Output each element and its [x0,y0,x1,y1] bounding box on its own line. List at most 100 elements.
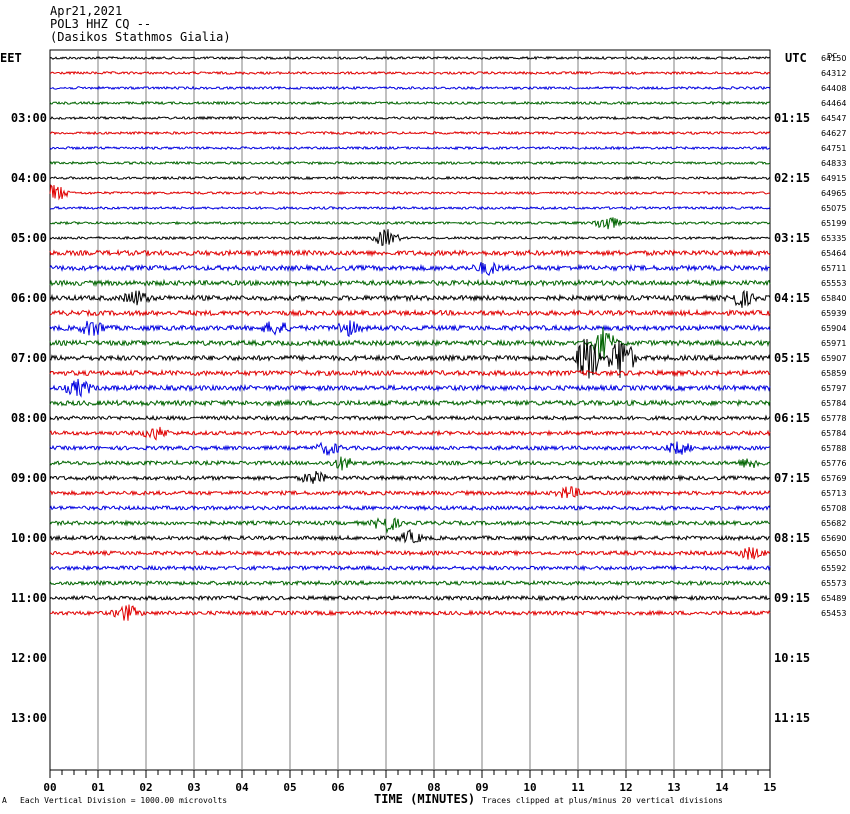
left-hour-label: 05:00 [11,231,47,245]
seismic-trace [49,55,771,61]
seismic-trace [49,320,771,338]
seismic-trace [49,504,771,512]
right-hour-label: 10:15 [774,651,810,665]
x-tick-label: 05 [283,781,296,794]
seismic-trace [49,426,771,441]
right-hour-label: 06:15 [774,411,810,425]
footer-scale-note: Each Vertical Division = 1000.00 microvo… [20,796,228,805]
seismic-trace [49,529,770,544]
seismic-trace [49,217,771,230]
right-hour-label: 02:15 [774,171,810,185]
seismic-trace [49,308,771,318]
left-hour-label: 10:00 [11,531,47,545]
dc-value-label: 64751 [821,144,846,153]
dc-value-label: 64915 [821,174,846,183]
seismic-trace [49,398,771,408]
dc-value-label: 65971 [821,339,846,348]
dc-value-label: 65904 [821,324,846,333]
x-tick-label: 01 [91,781,105,794]
dc-value-label: 65797 [821,384,846,393]
left-hour-label: 06:00 [11,291,47,305]
dc-value-label: 64312 [821,69,846,78]
seismic-trace [49,278,771,288]
x-tick-label: 11 [571,781,585,794]
left-hour-label: 11:00 [11,591,47,605]
dc-value-label: 64627 [821,129,846,138]
x-tick-label: 07 [379,781,392,794]
dc-value-label: 65199 [821,219,846,228]
dc-value-label: 65553 [821,279,846,288]
dc-value-label: 65907 [821,354,846,363]
seismic-trace [49,184,771,201]
seismic-trace [49,368,771,378]
dc-value-label: 65784 [821,429,846,438]
seismic-trace [49,205,771,211]
right-hour-label: 04:15 [774,291,810,305]
header-station: POL3 HHZ CQ -- [50,17,152,31]
seismic-trace [49,130,771,136]
x-tick-label: 02 [139,781,152,794]
right-timezone-label: UTC [785,51,807,65]
footer-clip-note: Traces clipped at plus/minus 20 vertical… [482,796,723,805]
left-hour-label: 07:00 [11,351,47,365]
dc-value-label: 65711 [821,264,846,273]
dc-value-label: 65335 [821,234,846,243]
seismic-trace [49,326,771,360]
seismic-trace [49,100,771,106]
seismic-trace [49,456,771,471]
right-hour-label: 01:15 [774,111,810,125]
dc-value-label: 65859 [821,369,846,378]
dc-value-label: 65776 [821,459,846,468]
seismic-trace [50,546,771,560]
x-tick-label: 15 [763,781,776,794]
left-hour-label: 13:00 [11,711,47,725]
x-tick-label: 04 [235,781,249,794]
left-hour-label: 12:00 [11,651,47,665]
seismic-trace [50,85,771,91]
dc-value-label: 65650 [821,549,846,558]
dc-header-label: DC [827,52,837,60]
left-hour-label: 09:00 [11,471,47,485]
header-date: Apr21,2021 [50,4,123,18]
seismic-trace [49,160,771,166]
x-tick-label: 14 [715,781,729,794]
x-tick-label: 09 [475,781,488,794]
dc-value-label: 65573 [821,579,846,588]
seismic-trace [49,261,771,276]
dc-value-label: 65939 [821,309,846,318]
seismic-trace [49,594,771,602]
seismic-trace [49,579,771,587]
right-hour-label: 03:15 [774,231,810,245]
seismic-trace [49,604,771,621]
dc-value-label: 65840 [821,294,846,303]
seismic-trace [49,517,771,534]
dc-value-label: 65464 [821,249,846,258]
left-hour-label: 04:00 [11,171,47,185]
left-hour-label: 08:00 [11,411,47,425]
x-tick-label: 08 [427,781,440,794]
left-hour-label: 03:00 [11,111,47,125]
seismic-trace [49,414,771,422]
seismic-trace [49,248,771,258]
right-hour-label: 07:15 [774,471,810,485]
right-hour-label: 11:15 [774,711,810,725]
dc-value-label: 64464 [821,99,846,108]
x-tick-label: 06 [331,781,345,794]
dc-value-label: 65713 [821,489,846,498]
seismic-trace [49,289,771,308]
dc-value-label: 65778 [821,414,846,423]
plot-frame [49,49,771,771]
x-tick-label: 10 [523,781,536,794]
seismic-trace [49,378,771,398]
left-timezone-label: EET [0,51,22,65]
seismic-trace [49,470,771,484]
seismic-trace [49,145,771,151]
seismic-trace [49,229,771,247]
dc-value-label: 64150 [821,54,846,63]
footer-corner-mark: A [2,796,7,805]
seismic-trace [49,338,771,379]
seismic-trace [49,486,771,499]
dc-value-label: 65708 [821,504,846,513]
right-hour-label: 09:15 [774,591,810,605]
